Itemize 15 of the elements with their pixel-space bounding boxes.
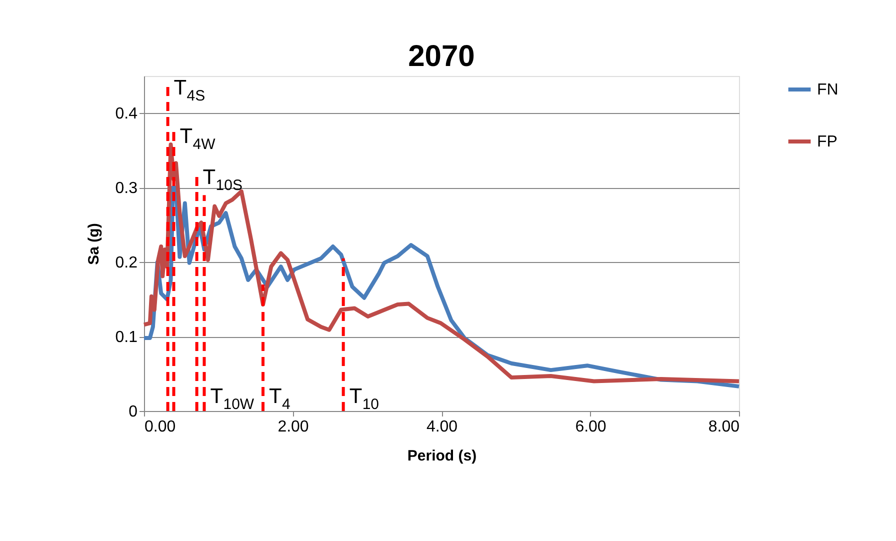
legend-label: FP xyxy=(817,134,838,150)
x-tick-label: 8.00 xyxy=(708,418,740,436)
y-tick-label: 0 xyxy=(128,404,138,420)
x-tick-label: 6.00 xyxy=(575,418,606,436)
y-tick-label: 0.2 xyxy=(115,254,138,272)
x-axis-title: Period (s) xyxy=(407,448,477,464)
legend-label: FN xyxy=(817,82,838,98)
x-tick-label: 2.00 xyxy=(278,418,309,436)
y-tick-label: 0.4 xyxy=(115,106,138,123)
x-tick-label: 0.00 xyxy=(144,418,176,436)
x-tick-label: 4.00 xyxy=(426,418,458,436)
y-axis-title: Sa (g) xyxy=(85,223,102,265)
y-tick-label: 0.1 xyxy=(115,329,138,346)
y-tick-label: 0.3 xyxy=(115,180,138,198)
chart-title: 2070 xyxy=(408,40,475,73)
